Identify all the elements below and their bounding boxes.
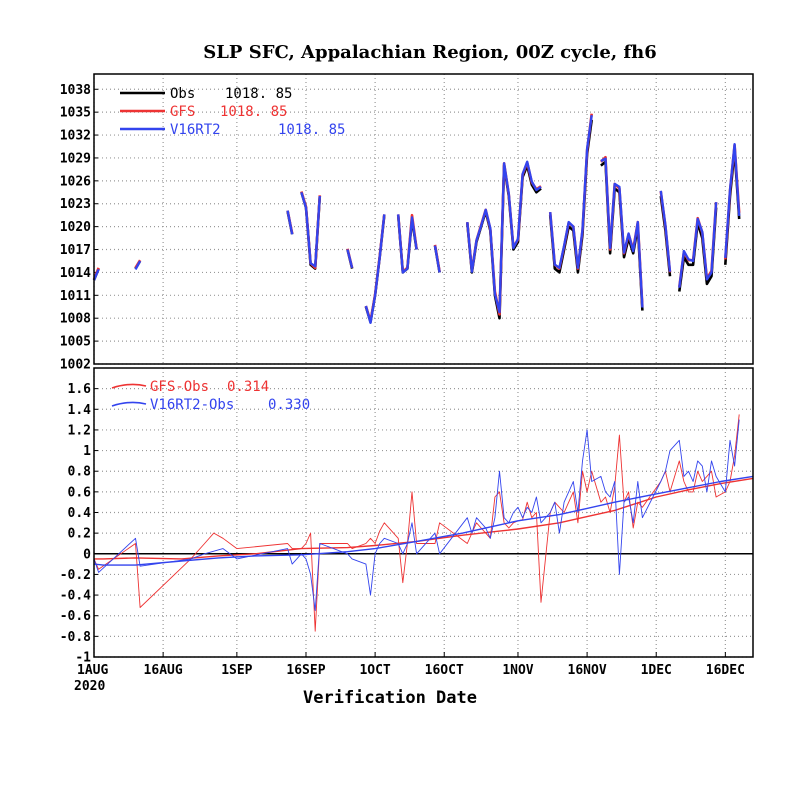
series-line-v16rt2 [346,249,354,269]
x-tick-label: 16NOV [568,663,607,678]
y-tick-label: 1020 [60,220,91,235]
legend-label: GFS [170,104,195,120]
x-tick-label: 16OCT [425,663,464,678]
series-line-v16rt2 [364,214,386,324]
y-tick-label: 1 [83,444,91,459]
y-tick-label: 0.2 [68,527,91,542]
series-line-v16rt2 [433,245,441,273]
x-tick-label: 1SEP [221,663,252,678]
y-tick-label: 1011 [60,289,91,304]
legend-swatch [111,401,147,407]
chart-title: SLP SFC, Appalachian Region, 00Z cycle, … [203,42,656,63]
y-tick-label: 1038 [60,83,91,98]
y-tick-label: -1 [75,651,91,666]
legend-value: 1018. 85 [220,104,287,120]
series-line-v16rt2 [600,157,644,308]
x-tick-label: 1AUG [77,663,108,678]
y-tick-label: 1035 [60,106,91,121]
y-tick-label: 0 [83,547,91,562]
x-tick-label: 1NOV [502,663,533,678]
legend-label: Obs [170,86,195,102]
x-year-label: 2020 [74,679,105,694]
legend-value: 1018. 85 [225,86,292,102]
series-line-v16rt2 [724,142,741,258]
series-line-v16rt2 [92,268,100,281]
y-tick-label: 0.4 [68,506,92,521]
legend-label: V16RT2-Obs [150,397,234,413]
legend-value: 0.330 [268,397,310,413]
y-tick-label: -0.8 [60,630,91,645]
y-tick-label: -0.4 [60,589,91,604]
legend-label: GFS-Obs [150,379,209,395]
bottom-frame [93,367,754,658]
series-line-v16rt2 [134,260,142,270]
y-tick-label: 0.6 [68,485,92,500]
series-line-v16rt2-obs-mean [93,475,754,566]
series-line-gfs-obs-mean [94,477,754,560]
y-tick-label: -0.2 [60,568,91,583]
legend-swatch [111,383,147,389]
series-line-v16rt2 [286,210,294,235]
series-line-v16rt2 [659,190,672,272]
y-tick-label: 1005 [60,335,91,350]
legend-value: 1018. 85 [278,122,345,138]
y-tick-label: 1.4 [68,403,92,418]
x-tick-label: 16AUG [144,663,183,678]
y-tick-label: 1008 [60,312,91,327]
x-tick-label: 16DEC [706,663,745,678]
y-tick-label: 1029 [60,151,91,166]
y-tick-label: 1002 [60,358,91,373]
series-line-v16rt2-obs [93,419,740,612]
legend-value: 0.314 [227,379,269,395]
y-tick-label: 1032 [60,129,91,144]
series-line-v16rt2 [397,214,418,274]
y-tick-label: 0.8 [68,465,92,480]
x-tick-label: 1DEC [641,663,672,678]
y-tick-label: 1.6 [68,382,92,397]
series-line-v16rt2 [678,202,718,288]
series-line-v16rt2 [466,160,542,314]
y-tick-label: 1026 [60,174,91,189]
x-tick-label: 1OCT [359,663,390,678]
top-frame [93,73,754,365]
series-line-v16rt2 [549,115,593,269]
x-tick-label: 16SEP [286,663,325,678]
top-panel: 1002 1005 1008 1011 1014 1017 1020 1023 1026 1029… [60,73,754,373]
y-tick-label: 1014 [60,266,91,281]
y-tick-label: 1023 [60,197,91,212]
legend-label: V16RT2 [170,122,221,138]
series-line-v16rt2 [300,191,321,268]
y-tick-label: 1.2 [68,423,91,438]
y-tick-label: -0.6 [60,609,91,624]
y-tick-label: 1017 [60,243,91,258]
bottom-panel: -1 -0.8 -0.6 -0.4 -0.2 0 0.2 0.4 0.6 0.8 1 1.2 1.4 1.… [60,367,754,694]
x-axis-label: Verification Date [303,688,477,708]
